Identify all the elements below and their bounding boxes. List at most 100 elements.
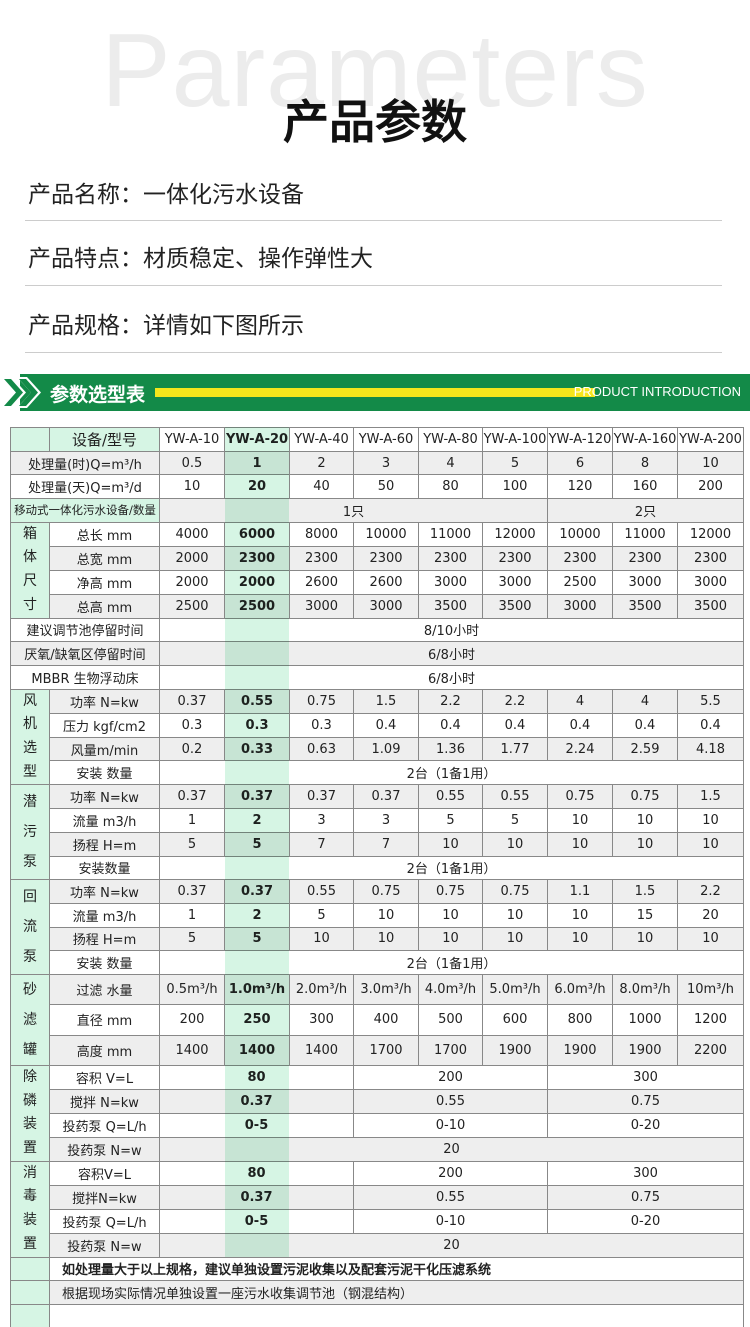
table-cell: 1900 bbox=[612, 1034, 678, 1066]
table-cell: 20 bbox=[677, 902, 744, 928]
table-cell: 2500 bbox=[547, 569, 613, 595]
table-cell: 4.18 bbox=[677, 736, 744, 762]
table-row: 扬程 H=m 5 5 7 7 10 10 10 10 10 bbox=[11, 831, 744, 857]
table-cell: 10 bbox=[547, 831, 613, 857]
row-label: 总高 mm bbox=[49, 593, 160, 619]
table-cell: 5 bbox=[159, 926, 225, 952]
model-header: YW-A-160 bbox=[612, 427, 678, 452]
table-cell: 0.4 bbox=[612, 712, 678, 738]
table-row: 处理量(时)Q=m³/h 0.5 1 2 3 4 5 6 8 10 bbox=[10, 450, 744, 476]
table-cell: 10 bbox=[418, 831, 483, 857]
table-cell: 2300 bbox=[224, 545, 290, 571]
table-cell: 8000 bbox=[289, 521, 354, 547]
table-row: 总高 mm 2500 2500 3000 3000 3500 3500 3000 3500 350… bbox=[11, 593, 744, 619]
row-label: 风量m/min bbox=[49, 736, 160, 762]
table-cell: 0-10 bbox=[353, 1208, 548, 1234]
table-cell: 10 bbox=[289, 926, 354, 952]
row-label: 扬程 H=m bbox=[49, 831, 160, 857]
table-row: 回流泵功率 N=kw 0.37 0.37 0.55 0.75 0.75 0.75 1.1 1.5… bbox=[10, 879, 744, 975]
table-cell: 3000 bbox=[547, 593, 613, 619]
table-cell: 11000 bbox=[612, 521, 678, 547]
table-cell: 400 bbox=[353, 1004, 419, 1036]
table-cell: 4000 bbox=[159, 521, 225, 547]
group-label: 风机选型 bbox=[10, 688, 50, 786]
table-row: 消毒装置容积V=L 80 200 300 bbox=[10, 1160, 744, 1258]
model-header: YW-A-20 bbox=[224, 427, 290, 452]
note-row: 如处理量大于以上规格，建议单独设置污泥收集以及配套污泥干化压滤系统 bbox=[10, 1256, 744, 1282]
table-cell: 0-10 bbox=[353, 1112, 548, 1138]
group-label: 除磷装置 bbox=[10, 1064, 50, 1162]
table-cell: 0.55 bbox=[418, 784, 483, 810]
table-cell: 0.4 bbox=[677, 712, 744, 738]
table-cell: 3000 bbox=[612, 569, 678, 595]
table-cell: 0.75 bbox=[353, 879, 419, 904]
model-header: YW-A-120 bbox=[547, 427, 613, 452]
group-label: 潜污泵 bbox=[10, 784, 50, 881]
table-cell: 3000 bbox=[353, 593, 419, 619]
table-cell: 0.4 bbox=[547, 712, 613, 738]
table-cell: 2300 bbox=[482, 545, 548, 571]
table-cell: 3 bbox=[353, 450, 419, 476]
group-label: 砂滤罐 bbox=[10, 973, 50, 1066]
table-cell: 3000 bbox=[289, 593, 354, 619]
row-label: 处理量(时)Q=m³/h bbox=[10, 450, 160, 476]
table-cell: 10 bbox=[159, 474, 225, 500]
table-cell: 0.37 bbox=[353, 784, 419, 810]
table-row: 扬程 H=m 5 5 10 10 10 10 10 10 10 bbox=[11, 926, 744, 952]
table-cell: 0.75 bbox=[547, 1184, 744, 1210]
table-cell: 80 bbox=[159, 1064, 354, 1090]
row-label: 高度 mm bbox=[49, 1034, 160, 1066]
table-cell: 1.5 bbox=[677, 784, 744, 810]
table-cell: 3500 bbox=[482, 593, 548, 619]
table-row: 风量m/min 0.2 0.33 0.63 1.09 1.36 1.77 2.24 2.59 4.… bbox=[11, 736, 744, 762]
divider bbox=[25, 285, 722, 286]
table-cell: 10m³/h bbox=[677, 973, 744, 1006]
note-row: 根据现场实际情况单独设置一座污水收集调节池（钢混结构） bbox=[10, 1280, 744, 1305]
table-cell: 6/8小时 bbox=[159, 641, 744, 666]
table-cell: 0.33 bbox=[224, 736, 290, 762]
table-cell: 1 bbox=[159, 902, 225, 928]
table-cell: 0.75 bbox=[482, 879, 548, 904]
table-cell: 3000 bbox=[418, 569, 483, 595]
table-cell: 2300 bbox=[353, 545, 419, 571]
row-label: 总宽 mm bbox=[49, 545, 160, 571]
table-row: 投药泵 N=w 20 bbox=[11, 1136, 744, 1162]
row-label: 扬程 H=m bbox=[49, 926, 160, 952]
table-cell: 20 bbox=[224, 474, 290, 500]
table-cell: 1 bbox=[224, 450, 290, 476]
table-cell: 0-5 bbox=[159, 1112, 354, 1138]
row-label: 安装数量 bbox=[49, 855, 160, 881]
table-cell: 2600 bbox=[289, 569, 354, 595]
table-cell: 300 bbox=[547, 1160, 744, 1186]
table-cell: 200 bbox=[353, 1064, 548, 1090]
table-cell: 8 bbox=[612, 450, 678, 476]
table-cell: 6 bbox=[547, 450, 613, 476]
table-cell: 10 bbox=[612, 808, 678, 833]
note-row bbox=[10, 1303, 744, 1327]
table-cell: 3000 bbox=[677, 569, 744, 595]
table-cell: 5 bbox=[224, 926, 290, 952]
table-cell: 6000 bbox=[224, 521, 290, 547]
row-label: 建议调节池停留时间 bbox=[10, 617, 160, 643]
table-cell: 0.75 bbox=[289, 688, 354, 714]
table-cell: 6/8小时 bbox=[159, 664, 744, 690]
table-cell: 2.2 bbox=[418, 688, 483, 714]
table-cell: 3 bbox=[353, 808, 419, 833]
table-cell: 0.55 bbox=[353, 1184, 548, 1210]
table-cell: 300 bbox=[547, 1064, 744, 1090]
table-cell: 100 bbox=[482, 474, 548, 500]
row-label: 功率 N=kw bbox=[49, 688, 160, 714]
table-cell: 200 bbox=[159, 1004, 225, 1036]
table-cell: 0.4 bbox=[353, 712, 419, 738]
table-cell: 0.5 bbox=[159, 450, 225, 476]
row-label: 总长 mm bbox=[49, 521, 160, 547]
double-chevron-right-icon bbox=[2, 377, 41, 408]
table-cell: 120 bbox=[547, 474, 613, 500]
table-cell: 10 bbox=[482, 831, 548, 857]
table-cell: 2300 bbox=[612, 545, 678, 571]
table-cell: 0.37 bbox=[224, 879, 290, 904]
table-cell: 40 bbox=[289, 474, 354, 500]
table-cell: 800 bbox=[547, 1004, 613, 1036]
row-label: 安装 数量 bbox=[49, 760, 160, 786]
table-cell: 0.75 bbox=[612, 784, 678, 810]
